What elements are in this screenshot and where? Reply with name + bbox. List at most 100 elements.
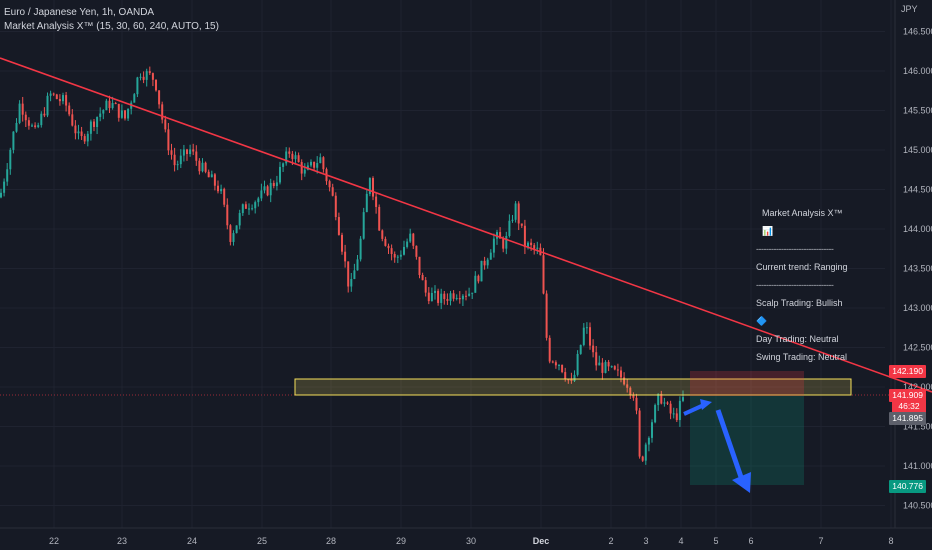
candle-body xyxy=(682,397,684,401)
resistance-trendline xyxy=(0,57,932,393)
candle-body xyxy=(455,298,458,300)
price-tick-label: 141.000 xyxy=(903,461,932,471)
candle-body xyxy=(489,252,492,260)
candle-body xyxy=(71,114,74,126)
candle-body xyxy=(65,95,68,106)
candle-body xyxy=(598,362,601,366)
take-profit-zone xyxy=(690,396,804,485)
time-axis: 22 23 24 25 28 29 30 Dec 2 3 4 5 6 7 8 xyxy=(49,536,894,546)
candle-body xyxy=(607,361,610,367)
price-tick-label: 145.500 xyxy=(903,106,932,116)
candle-body xyxy=(108,100,111,109)
candle-body xyxy=(477,275,480,282)
candle-body xyxy=(567,379,570,381)
candle-body xyxy=(158,90,161,105)
candle-body xyxy=(480,260,483,282)
candle-body xyxy=(564,372,567,380)
candle-body xyxy=(21,103,24,115)
candle-body xyxy=(474,275,477,293)
market-analysis-panel: Market Analysis X™ 📊 -------------------… xyxy=(756,204,856,366)
candle-body xyxy=(514,203,517,220)
price-tick-label: 144.000 xyxy=(903,224,932,234)
candle-body xyxy=(322,157,325,170)
candle-body xyxy=(232,233,235,242)
candle-body xyxy=(9,149,12,170)
candle-body xyxy=(226,204,229,226)
candle-body xyxy=(471,292,474,294)
candle-body xyxy=(644,444,647,461)
candle-body xyxy=(204,162,207,172)
candle-body xyxy=(86,133,89,142)
candle-body xyxy=(449,293,452,301)
candle-body xyxy=(179,155,182,165)
candle-body xyxy=(254,202,257,209)
date-tick-label: 7 xyxy=(818,536,823,546)
candle-body xyxy=(105,100,108,111)
date-tick-label: 5 xyxy=(713,536,718,546)
candle-body xyxy=(558,364,560,366)
candle-body xyxy=(77,131,80,134)
candle-body xyxy=(316,163,319,168)
candle-body xyxy=(133,94,136,103)
price-tick-label: 142.000 xyxy=(903,382,932,392)
date-tick-label: 4 xyxy=(678,536,683,546)
candle-body xyxy=(0,192,2,198)
candle-body xyxy=(461,295,464,300)
candle-body xyxy=(384,238,387,246)
candle-body xyxy=(613,366,616,370)
candle-body xyxy=(582,327,585,345)
candle-body xyxy=(592,345,595,353)
candle-body xyxy=(34,125,37,128)
candle-body xyxy=(186,149,188,155)
candle-body xyxy=(620,370,622,378)
date-tick-label: 23 xyxy=(117,536,127,546)
candle-body xyxy=(12,131,15,150)
candle-body xyxy=(142,76,145,80)
candle-body xyxy=(83,136,86,142)
price-axis: 146.500 146.000 145.500 145.000 144.500 144.0… xyxy=(903,27,932,511)
countdown-tag: 46:32 xyxy=(892,400,926,413)
candle-body xyxy=(468,293,471,296)
candle-body xyxy=(499,232,502,239)
candle-body xyxy=(372,178,374,197)
candle-body xyxy=(319,157,322,164)
candle-body xyxy=(260,190,263,199)
candle-body xyxy=(443,293,446,300)
candle-body xyxy=(31,125,33,127)
candle-body xyxy=(251,208,254,210)
candle-body xyxy=(483,260,486,266)
date-tick-label: 30 xyxy=(466,536,476,546)
date-tick-label: Dec xyxy=(533,536,550,546)
candle-body xyxy=(604,361,607,373)
panel-title: Market Analysis X™ 📊 xyxy=(762,208,843,236)
candle-body xyxy=(492,238,495,253)
candle-body xyxy=(164,119,167,130)
candle-body xyxy=(403,246,405,255)
candle-body xyxy=(6,169,9,182)
candle-body xyxy=(223,188,226,205)
candle-body xyxy=(554,362,557,366)
candle-body xyxy=(151,73,154,80)
candle-body xyxy=(381,230,384,239)
candle-body xyxy=(626,384,629,388)
candle-body xyxy=(672,413,675,415)
candle-body xyxy=(89,121,92,134)
candle-body xyxy=(263,186,266,191)
price-tick-label: 143.500 xyxy=(903,264,932,274)
candle-body xyxy=(337,217,340,235)
candle-body xyxy=(430,292,433,302)
candle-body xyxy=(551,361,554,363)
candle-body xyxy=(350,279,353,287)
date-tick-label: 3 xyxy=(643,536,648,546)
candle-body xyxy=(303,169,306,174)
candle-body xyxy=(347,261,350,287)
candle-body xyxy=(409,233,412,242)
candle-body xyxy=(291,153,294,160)
date-tick-label: 25 xyxy=(257,536,267,546)
candle-body xyxy=(127,108,130,119)
candle-body xyxy=(362,212,365,239)
candle-body xyxy=(576,353,579,375)
swing-trading: Swing Trading: Neutral xyxy=(756,352,848,362)
candle-body xyxy=(313,161,316,168)
